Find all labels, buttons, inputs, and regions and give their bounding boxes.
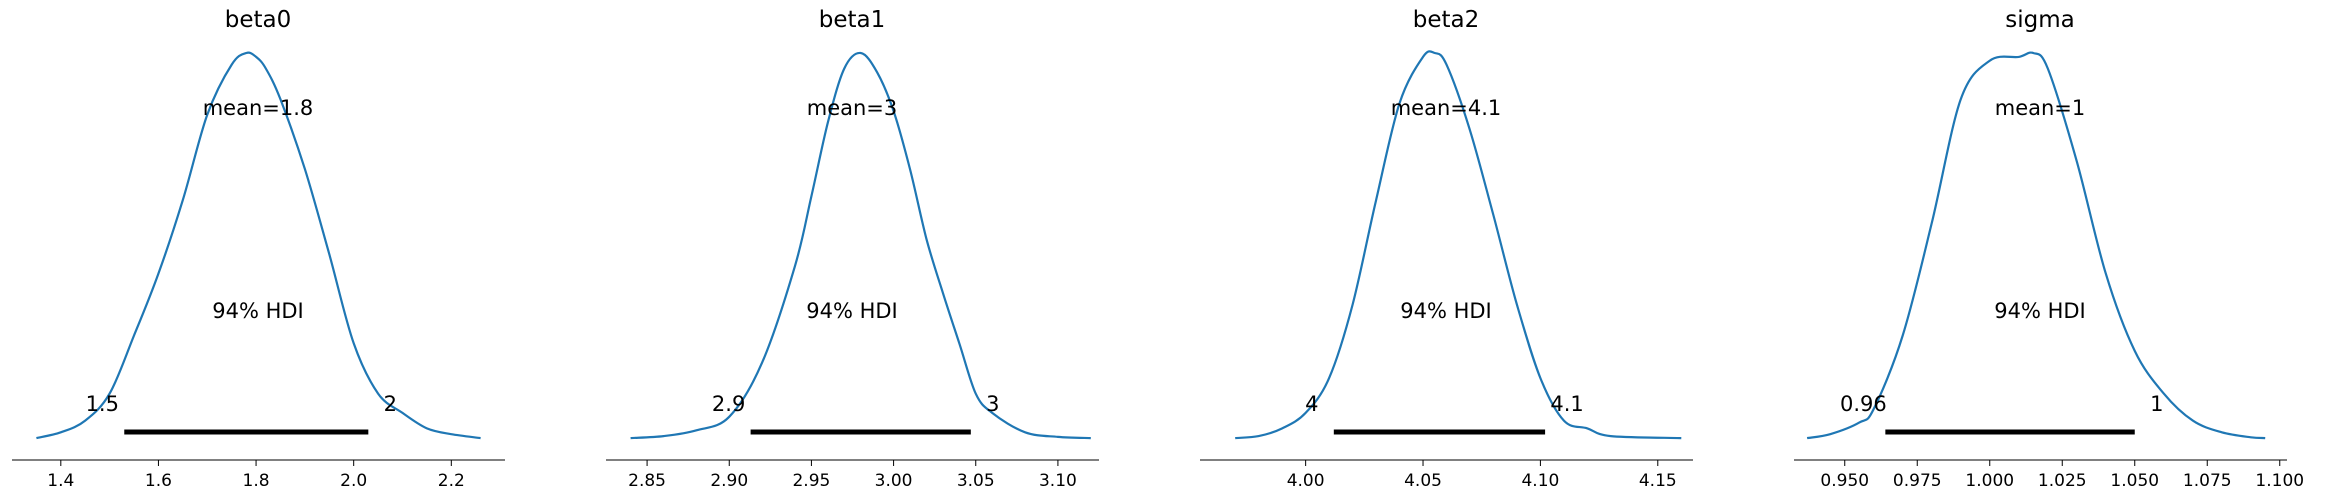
chart-title: beta2 xyxy=(1413,7,1480,33)
density-curve xyxy=(1806,51,2266,440)
density-curve xyxy=(1235,50,1682,440)
x-tick-label: 1.100 xyxy=(2255,471,2304,491)
panel-beta0: beta0 mean=1.8 94% HDI 1.5 2 1.4 1.6 1.8 2.… xyxy=(12,7,505,491)
hdi-high-label: 2 xyxy=(384,392,397,416)
x-tick-label: 0.950 xyxy=(1820,471,1869,491)
x-tick-label: 0.975 xyxy=(1893,471,1942,491)
chart-title: beta0 xyxy=(225,7,292,33)
hdi-high-label: 3 xyxy=(986,392,999,416)
x-axis-ticks: 0.950 0.975 1.000 1.025 1.050 1.075 1.100 xyxy=(1820,460,2304,491)
x-tick-label: 1.025 xyxy=(2038,471,2087,491)
x-tick-label: 2.85 xyxy=(628,471,666,491)
x-tick-label: 2.0 xyxy=(340,471,367,491)
x-tick-label: 2.90 xyxy=(710,471,748,491)
mean-label: mean=1.8 xyxy=(203,96,314,120)
chart-title: sigma xyxy=(2005,7,2074,33)
hdi-high-label: 4.1 xyxy=(1550,392,1583,416)
x-tick-label: 4.10 xyxy=(1521,471,1559,491)
x-tick-label: 1.8 xyxy=(243,471,270,491)
hdi-label: 94% HDI xyxy=(1400,299,1492,323)
panel-sigma: sigma mean=1 94% HDI 0.96 1 0.950 0.975 1.… xyxy=(1794,7,2304,491)
x-tick-label: 3.10 xyxy=(1039,471,1077,491)
x-tick-label: 1.6 xyxy=(145,471,172,491)
hdi-low-label: 0.96 xyxy=(1840,392,1887,416)
density-curve xyxy=(630,51,1091,440)
hdi-label: 94% HDI xyxy=(212,299,304,323)
x-tick-label: 1.4 xyxy=(47,471,74,491)
x-tick-label: 1.075 xyxy=(2183,471,2232,491)
mean-label: mean=4.1 xyxy=(1391,96,1502,120)
x-axis-ticks: 1.4 1.6 1.8 2.0 2.2 xyxy=(47,460,465,491)
chart-title: beta1 xyxy=(819,7,886,33)
x-tick-label: 1.050 xyxy=(2110,471,2159,491)
x-tick-label: 2.2 xyxy=(438,471,465,491)
hdi-low-label: 2.9 xyxy=(712,392,745,416)
hdi-label: 94% HDI xyxy=(1994,299,2086,323)
hdi-low-label: 4 xyxy=(1305,392,1318,416)
x-tick-label: 4.05 xyxy=(1404,471,1442,491)
mean-label: mean=3 xyxy=(807,96,898,120)
hdi-high-label: 1 xyxy=(2150,392,2163,416)
x-tick-label: 4.15 xyxy=(1639,471,1677,491)
x-tick-label: 3.00 xyxy=(875,471,913,491)
mean-label: mean=1 xyxy=(1995,96,2086,120)
x-axis-ticks: 2.85 2.90 2.95 3.00 3.05 3.10 xyxy=(628,460,1077,491)
hdi-low-label: 1.5 xyxy=(86,392,119,416)
x-tick-label: 1.000 xyxy=(1965,471,2014,491)
hdi-label: 94% HDI xyxy=(806,299,898,323)
panel-beta2: beta2 mean=4.1 94% HDI 4 4.1 4.00 4.05 4.1… xyxy=(1200,7,1693,491)
x-tick-label: 3.05 xyxy=(957,471,995,491)
x-axis-ticks: 4.00 4.05 4.10 4.15 xyxy=(1287,460,1677,491)
x-tick-label: 4.00 xyxy=(1287,471,1325,491)
x-tick-label: 2.95 xyxy=(792,471,830,491)
density-curve xyxy=(36,51,481,440)
panel-beta1: beta1 mean=3 94% HDI 2.9 3 2.85 2.90 2.95 3… xyxy=(606,7,1099,491)
